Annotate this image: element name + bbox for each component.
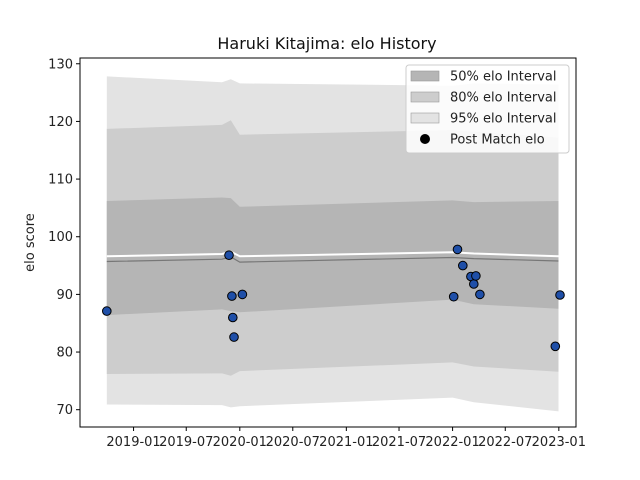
legend-swatch (410, 112, 440, 124)
post-match-point (227, 291, 237, 301)
x-tick-label: 2021-07 (372, 435, 426, 450)
plot-frame (79, 57, 577, 428)
legend-label: 95% elo Interval (450, 112, 557, 127)
x-tick-label: 2020-07 (266, 435, 320, 450)
post-match-point (228, 312, 238, 323)
median-line (106, 256, 559, 263)
y-tick-label: 110 (48, 173, 73, 188)
legend-box (405, 64, 570, 154)
x-tick-label: 2020-01 (213, 435, 267, 450)
interval-bands (106, 76, 559, 412)
post-match-point (237, 289, 248, 300)
x-tick-label: 2022-07 (478, 435, 532, 450)
y-tick-label: 130 (48, 57, 73, 72)
post-match-point (458, 260, 468, 271)
post-match-point (469, 279, 479, 289)
band-50 (106, 197, 559, 316)
x-tick-label: 2023-01 (532, 435, 586, 450)
y-axis: 70 80 90 100 110 120 130 (48, 57, 80, 418)
x-tick-label: 2019-07 (159, 435, 213, 450)
legend: 50% elo Interval 80% elo Interval 95% elo … (405, 64, 570, 154)
post-match-point (448, 291, 459, 302)
x-tick-label: 2021-01 (319, 435, 373, 450)
y-tick-label: 80 (56, 346, 73, 361)
y-tick-label: 120 (48, 115, 73, 130)
legend-label: Post Match elo (450, 133, 545, 148)
post-match-point (229, 332, 239, 342)
post-match-point (555, 290, 565, 300)
legend-label: 80% elo Interval (450, 91, 557, 106)
y-tick-label: 90 (56, 288, 73, 303)
elo-trend-lines (106, 250, 559, 263)
y-tick-label: 100 (48, 230, 73, 245)
y-tick-label: 70 (56, 403, 73, 418)
y-axis-title: elo score (23, 213, 38, 272)
x-tick-label: 2022-01 (425, 435, 479, 450)
legend-marker (420, 134, 430, 144)
legend-swatch (410, 70, 440, 82)
chart-title: Haruki Kitajima: elo History (217, 34, 436, 53)
x-tick-label: 2019-01 (106, 435, 160, 450)
post-match-points (102, 244, 565, 352)
post-match-point (452, 244, 463, 255)
post-match-point (550, 341, 561, 352)
post-match-point (224, 250, 234, 260)
post-match-point (102, 306, 112, 316)
post-match-point (475, 289, 485, 300)
legend-swatch (410, 91, 440, 103)
post-match-point (471, 271, 481, 281)
elo-trend-line (106, 250, 559, 258)
legend-label: 50% elo Interval (450, 70, 557, 85)
